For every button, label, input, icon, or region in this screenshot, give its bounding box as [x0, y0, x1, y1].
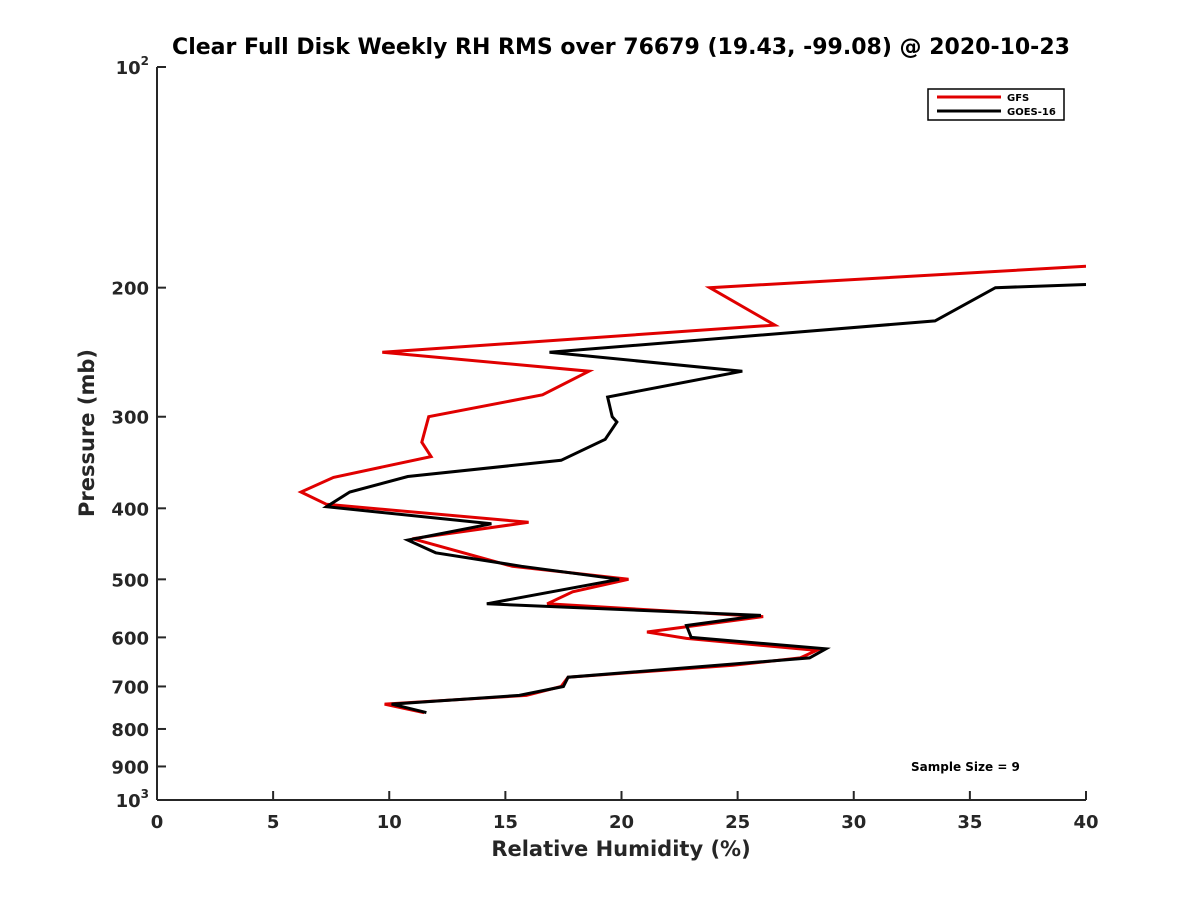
x-tick-label: 30 — [841, 812, 866, 833]
legend-box — [927, 88, 1065, 121]
x-tick-label: 20 — [609, 812, 634, 833]
y-tick-label: 103 — [116, 787, 149, 812]
legend-entry-label: GOES-16 — [1007, 107, 1056, 118]
x-tick-label: 0 — [151, 812, 164, 833]
y-tick-label: 800 — [111, 720, 149, 741]
chart-title: Clear Full Disk Weekly RH RMS over 76679… — [172, 35, 1070, 60]
x-tick-label: 10 — [377, 812, 402, 833]
y-tick-label: 900 — [111, 757, 149, 778]
x-tick-label: 35 — [957, 812, 982, 833]
y-tick-label: 700 — [111, 677, 149, 698]
x-tick-label: 15 — [493, 812, 518, 833]
legend: GFS GOES-16 — [927, 88, 1065, 121]
y-tick-label: 200 — [111, 279, 149, 300]
y-axis-label: Pressure (mb) — [75, 349, 99, 517]
legend-entry-label: GFS — [1007, 93, 1029, 104]
y-tick-label: 300 — [111, 408, 149, 429]
x-axis-label: Relative Humidity (%) — [491, 837, 750, 861]
series-layer — [297, 264, 1086, 715]
sample-size-annotation: Sample Size = 9 — [911, 760, 1020, 774]
y-tick-label: 400 — [111, 499, 149, 520]
x-tick-label: 5 — [267, 812, 280, 833]
y-tick-label: 600 — [111, 628, 149, 649]
x-axis-ticks: 0 5 10 15 20 25 30 35 40 — [151, 791, 1099, 833]
y-tick-label: 500 — [111, 570, 149, 591]
y-tick-label: 102 — [116, 54, 149, 79]
x-tick-label: 40 — [1073, 812, 1098, 833]
y-axis-ticks: 102 200 300 400 500 600 700 800 900 103 — [111, 54, 166, 812]
series-line-goes-16 — [322, 283, 1086, 715]
x-tick-label: 25 — [725, 812, 750, 833]
